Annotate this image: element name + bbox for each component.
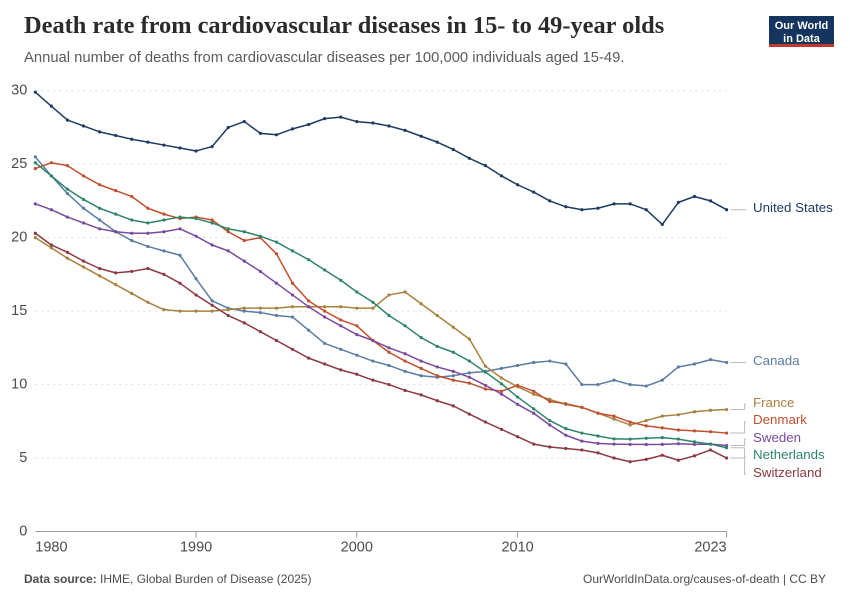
svg-text:2023: 2023 bbox=[694, 540, 726, 556]
svg-text:1990: 1990 bbox=[180, 540, 212, 556]
svg-text:2010: 2010 bbox=[501, 540, 533, 556]
svg-text:5: 5 bbox=[19, 450, 27, 466]
svg-text:25: 25 bbox=[11, 156, 27, 172]
svg-text:0: 0 bbox=[19, 524, 27, 540]
svg-text:2000: 2000 bbox=[341, 540, 373, 556]
svg-text:30: 30 bbox=[11, 83, 27, 99]
svg-text:10: 10 bbox=[11, 377, 27, 393]
svg-text:20: 20 bbox=[11, 230, 27, 246]
svg-text:15: 15 bbox=[11, 303, 27, 319]
svg-text:1980: 1980 bbox=[35, 540, 67, 556]
